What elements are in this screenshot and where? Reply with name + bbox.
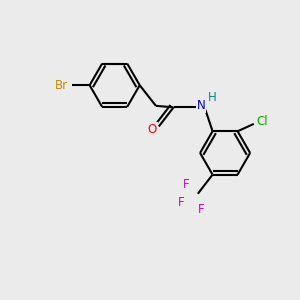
Text: F: F (183, 178, 189, 191)
Text: Cl: Cl (256, 115, 268, 128)
Text: F: F (197, 202, 204, 216)
Text: O: O (148, 123, 157, 136)
Text: H: H (208, 92, 216, 104)
Text: Br: Br (55, 79, 68, 92)
Text: F: F (178, 196, 185, 208)
Text: N: N (196, 99, 205, 112)
